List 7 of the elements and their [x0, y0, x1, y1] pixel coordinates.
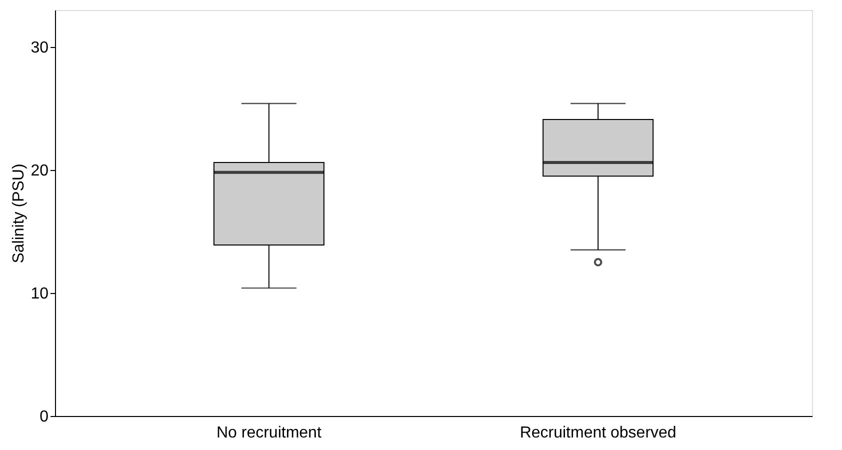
- x-tick-label: No recruitment: [216, 424, 322, 442]
- y-tick-label: 10: [30, 285, 49, 302]
- y-tick-label: 20: [30, 162, 49, 180]
- y-tick-label: 30: [30, 39, 49, 56]
- x-tick-label: Recruitment observed: [520, 424, 676, 442]
- y-tick-label: 0: [40, 408, 49, 426]
- y-axis-title: Salinity (PSU): [10, 164, 28, 264]
